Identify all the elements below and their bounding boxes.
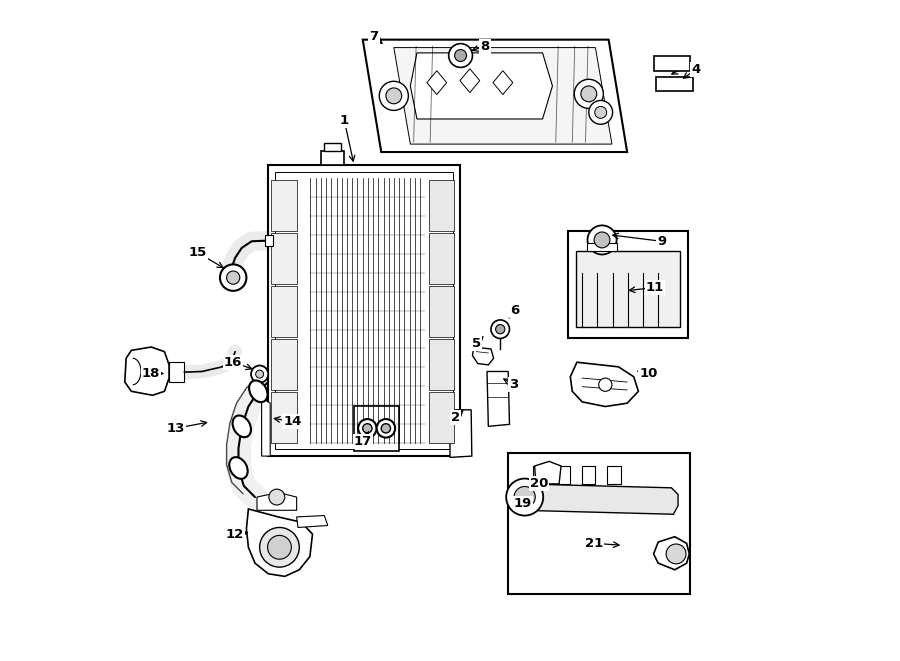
Text: 13: 13	[166, 422, 184, 435]
Bar	[271, 286, 297, 337]
Bar	[568, 231, 688, 338]
Circle shape	[580, 86, 597, 102]
Polygon shape	[363, 40, 627, 152]
Circle shape	[595, 106, 607, 118]
Text: 12: 12	[226, 527, 244, 541]
Ellipse shape	[249, 381, 267, 402]
Text: 6: 6	[510, 304, 519, 317]
Polygon shape	[427, 71, 446, 95]
Text: 19: 19	[514, 497, 532, 510]
Text: 18: 18	[142, 367, 160, 380]
Polygon shape	[487, 371, 509, 426]
Polygon shape	[394, 48, 612, 144]
Bar	[429, 233, 454, 284]
Polygon shape	[247, 509, 312, 576]
Circle shape	[598, 378, 612, 391]
Circle shape	[449, 44, 473, 67]
Bar	[429, 180, 454, 231]
Circle shape	[666, 544, 686, 564]
Circle shape	[267, 535, 292, 559]
Bar	[355, 406, 399, 451]
Ellipse shape	[232, 416, 251, 437]
Polygon shape	[653, 537, 689, 570]
Circle shape	[363, 424, 372, 433]
Bar	[429, 286, 454, 337]
Polygon shape	[125, 347, 169, 395]
Text: 20: 20	[530, 477, 548, 490]
Text: 3: 3	[508, 378, 518, 391]
Circle shape	[454, 50, 466, 61]
Circle shape	[382, 424, 391, 433]
Circle shape	[259, 527, 300, 567]
Text: 15: 15	[188, 246, 207, 259]
Polygon shape	[557, 466, 571, 484]
Bar	[324, 143, 341, 151]
Bar	[653, 56, 690, 71]
Bar	[271, 233, 297, 284]
Text: 17: 17	[354, 435, 372, 448]
Circle shape	[379, 81, 409, 110]
Text: 5: 5	[472, 337, 481, 350]
Polygon shape	[493, 71, 513, 95]
Text: 1: 1	[339, 114, 349, 127]
Circle shape	[496, 325, 505, 334]
Circle shape	[594, 232, 610, 248]
Polygon shape	[521, 484, 678, 514]
Bar	[588, 243, 617, 251]
Circle shape	[358, 419, 376, 438]
Circle shape	[269, 489, 284, 505]
Polygon shape	[450, 410, 472, 457]
Circle shape	[574, 79, 603, 108]
Text: 21: 21	[585, 537, 603, 550]
Text: 7: 7	[369, 30, 379, 43]
Polygon shape	[460, 69, 480, 93]
Bar	[274, 172, 454, 449]
Polygon shape	[535, 461, 561, 484]
Text: 4: 4	[691, 63, 700, 76]
Polygon shape	[582, 466, 596, 484]
Circle shape	[386, 88, 401, 104]
Polygon shape	[410, 53, 553, 119]
Bar	[265, 235, 273, 246]
Polygon shape	[297, 516, 328, 527]
Text: 11: 11	[646, 281, 664, 294]
Circle shape	[220, 264, 247, 291]
Bar	[271, 339, 297, 390]
Polygon shape	[571, 362, 638, 407]
Circle shape	[376, 419, 395, 438]
Bar	[576, 251, 680, 327]
Bar	[429, 392, 454, 443]
Polygon shape	[262, 398, 270, 456]
Polygon shape	[169, 362, 184, 382]
Polygon shape	[608, 466, 620, 484]
Bar	[271, 180, 297, 231]
Text: 10: 10	[639, 367, 658, 380]
Circle shape	[514, 486, 536, 508]
Circle shape	[491, 320, 509, 338]
Text: 8: 8	[481, 40, 490, 53]
Ellipse shape	[230, 457, 248, 479]
Polygon shape	[257, 492, 297, 510]
Bar	[271, 392, 297, 443]
Circle shape	[256, 370, 264, 378]
Circle shape	[506, 479, 544, 516]
Bar	[321, 151, 344, 165]
Polygon shape	[533, 466, 545, 484]
Text: 2: 2	[451, 411, 460, 424]
Polygon shape	[472, 347, 493, 365]
Bar	[268, 165, 460, 456]
Circle shape	[589, 100, 613, 124]
Text: 16: 16	[224, 356, 242, 369]
Bar	[508, 453, 690, 594]
Bar	[429, 339, 454, 390]
Bar	[656, 77, 693, 91]
Text: 9: 9	[657, 235, 666, 248]
Circle shape	[227, 271, 239, 284]
Circle shape	[251, 366, 268, 383]
Text: 14: 14	[284, 415, 302, 428]
Circle shape	[588, 225, 617, 254]
